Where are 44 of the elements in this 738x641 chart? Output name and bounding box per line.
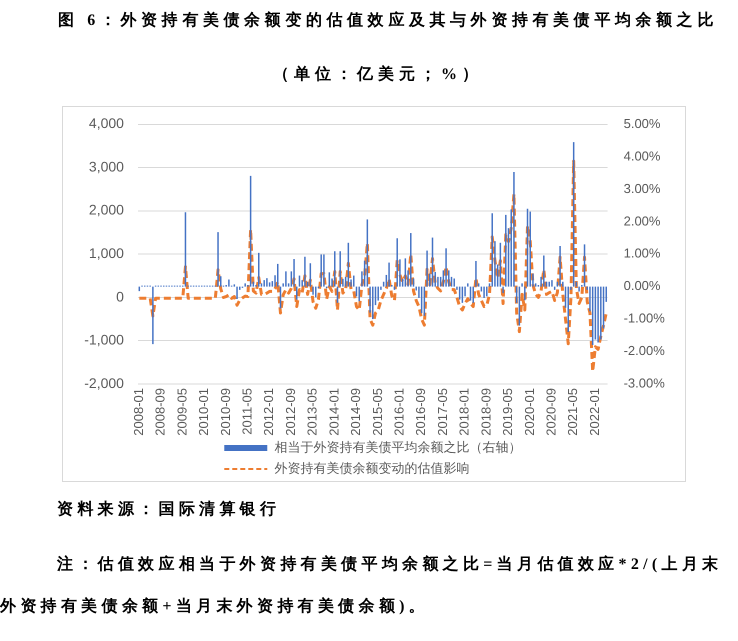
x-tick-label: 2008-01 xyxy=(130,388,146,436)
x-tick-label: 2010-09 xyxy=(218,388,233,436)
x-tick-label: 2021-05 xyxy=(565,388,580,436)
x-tick-label: 2013-05 xyxy=(304,388,320,436)
x-tick-label: 2014-09 xyxy=(348,388,364,436)
y2-tick-label: -1.00% xyxy=(624,310,666,326)
x-tick-label: 2016-01 xyxy=(392,388,406,436)
x-tick-label: 2010-01 xyxy=(196,388,212,436)
y2-tick-label: 5.00% xyxy=(624,116,661,131)
x-tick-label: 2018-01 xyxy=(456,388,472,436)
x-tick-label: 2011-05 xyxy=(239,388,254,435)
line-series xyxy=(138,160,608,373)
y-tick-label: 3,000 xyxy=(88,158,124,174)
x-tick-label: 2017-05 xyxy=(434,388,450,436)
x-tick-label: 2015-05 xyxy=(370,388,385,436)
y-tick-label: -2,000 xyxy=(84,374,124,391)
y2-tick-label: 2.00% xyxy=(624,213,661,228)
y2-tick-label: 0.00% xyxy=(624,278,661,294)
x-tick-label: 2022-01 xyxy=(586,388,602,436)
x-tick-label: 2019-05 xyxy=(500,388,516,436)
x-tick-label: 2012-01 xyxy=(261,388,276,436)
y2-tick-label: -2.00% xyxy=(624,343,666,358)
y2-tick-label: 1.00% xyxy=(624,246,661,261)
y-tick-label: -1,000 xyxy=(84,332,124,348)
y-tick-label: 4,000 xyxy=(88,115,124,132)
x-tick-label: 2012-09 xyxy=(282,388,298,436)
x-tick-label: 2016-09 xyxy=(413,388,428,436)
y2-tick-label: 4.00% xyxy=(624,148,661,164)
x-tick-label: 2014-01 xyxy=(326,388,342,436)
x-tick-label: 2009-05 xyxy=(174,388,190,436)
legend-label: 外资持有美债余额变动的估值影响 xyxy=(274,460,470,476)
x-tick-label: 2018-09 xyxy=(478,388,494,436)
y-tick-label: 2,000 xyxy=(88,202,124,218)
y2-tick-label: -3.00% xyxy=(624,376,666,391)
x-tick-label: 2020-01 xyxy=(522,388,537,436)
x-tick-label: 2008-09 xyxy=(152,388,168,436)
y-tick-label: 0 xyxy=(116,288,124,304)
text: 资料来源：国际清算银行 xyxy=(56,500,282,520)
chart-title: 图 6：外资持有美债余额变的估值效应及其与外资持有美债平均余额之比 xyxy=(57,10,719,31)
y-tick-label: 1,000 xyxy=(88,245,124,262)
x-tick-label: 2020-09 xyxy=(544,388,559,436)
legend-label: 相当于外资持有美债平均余额之比（右轴） xyxy=(274,440,522,455)
chart-subtitle: （单位：亿美元；%） xyxy=(272,64,484,85)
y2-tick-label: 3.00% xyxy=(624,180,661,196)
